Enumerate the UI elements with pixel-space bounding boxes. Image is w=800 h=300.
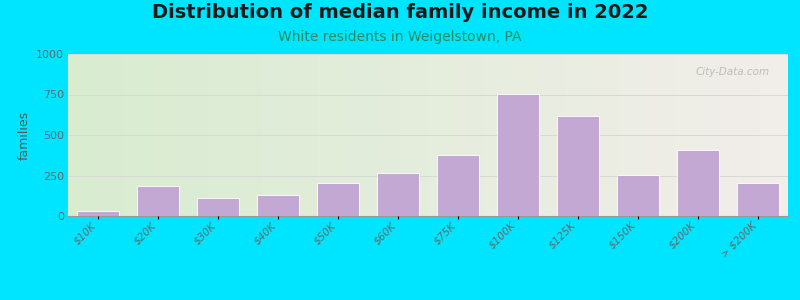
Bar bbox=[317, 183, 359, 216]
Bar bbox=[557, 116, 599, 216]
Text: White residents in Weigelstown, PA: White residents in Weigelstown, PA bbox=[278, 30, 522, 44]
Y-axis label: families: families bbox=[18, 110, 30, 160]
Bar bbox=[677, 150, 719, 216]
Bar bbox=[77, 211, 119, 216]
Bar bbox=[437, 155, 479, 216]
Text: City-Data.com: City-Data.com bbox=[696, 67, 770, 77]
Text: Distribution of median family income in 2022: Distribution of median family income in … bbox=[152, 3, 648, 22]
Bar bbox=[197, 198, 239, 216]
Bar bbox=[617, 175, 659, 216]
Bar bbox=[257, 195, 299, 216]
Bar bbox=[497, 94, 539, 216]
Bar bbox=[737, 183, 779, 216]
Bar bbox=[137, 186, 179, 216]
Bar bbox=[377, 173, 419, 216]
